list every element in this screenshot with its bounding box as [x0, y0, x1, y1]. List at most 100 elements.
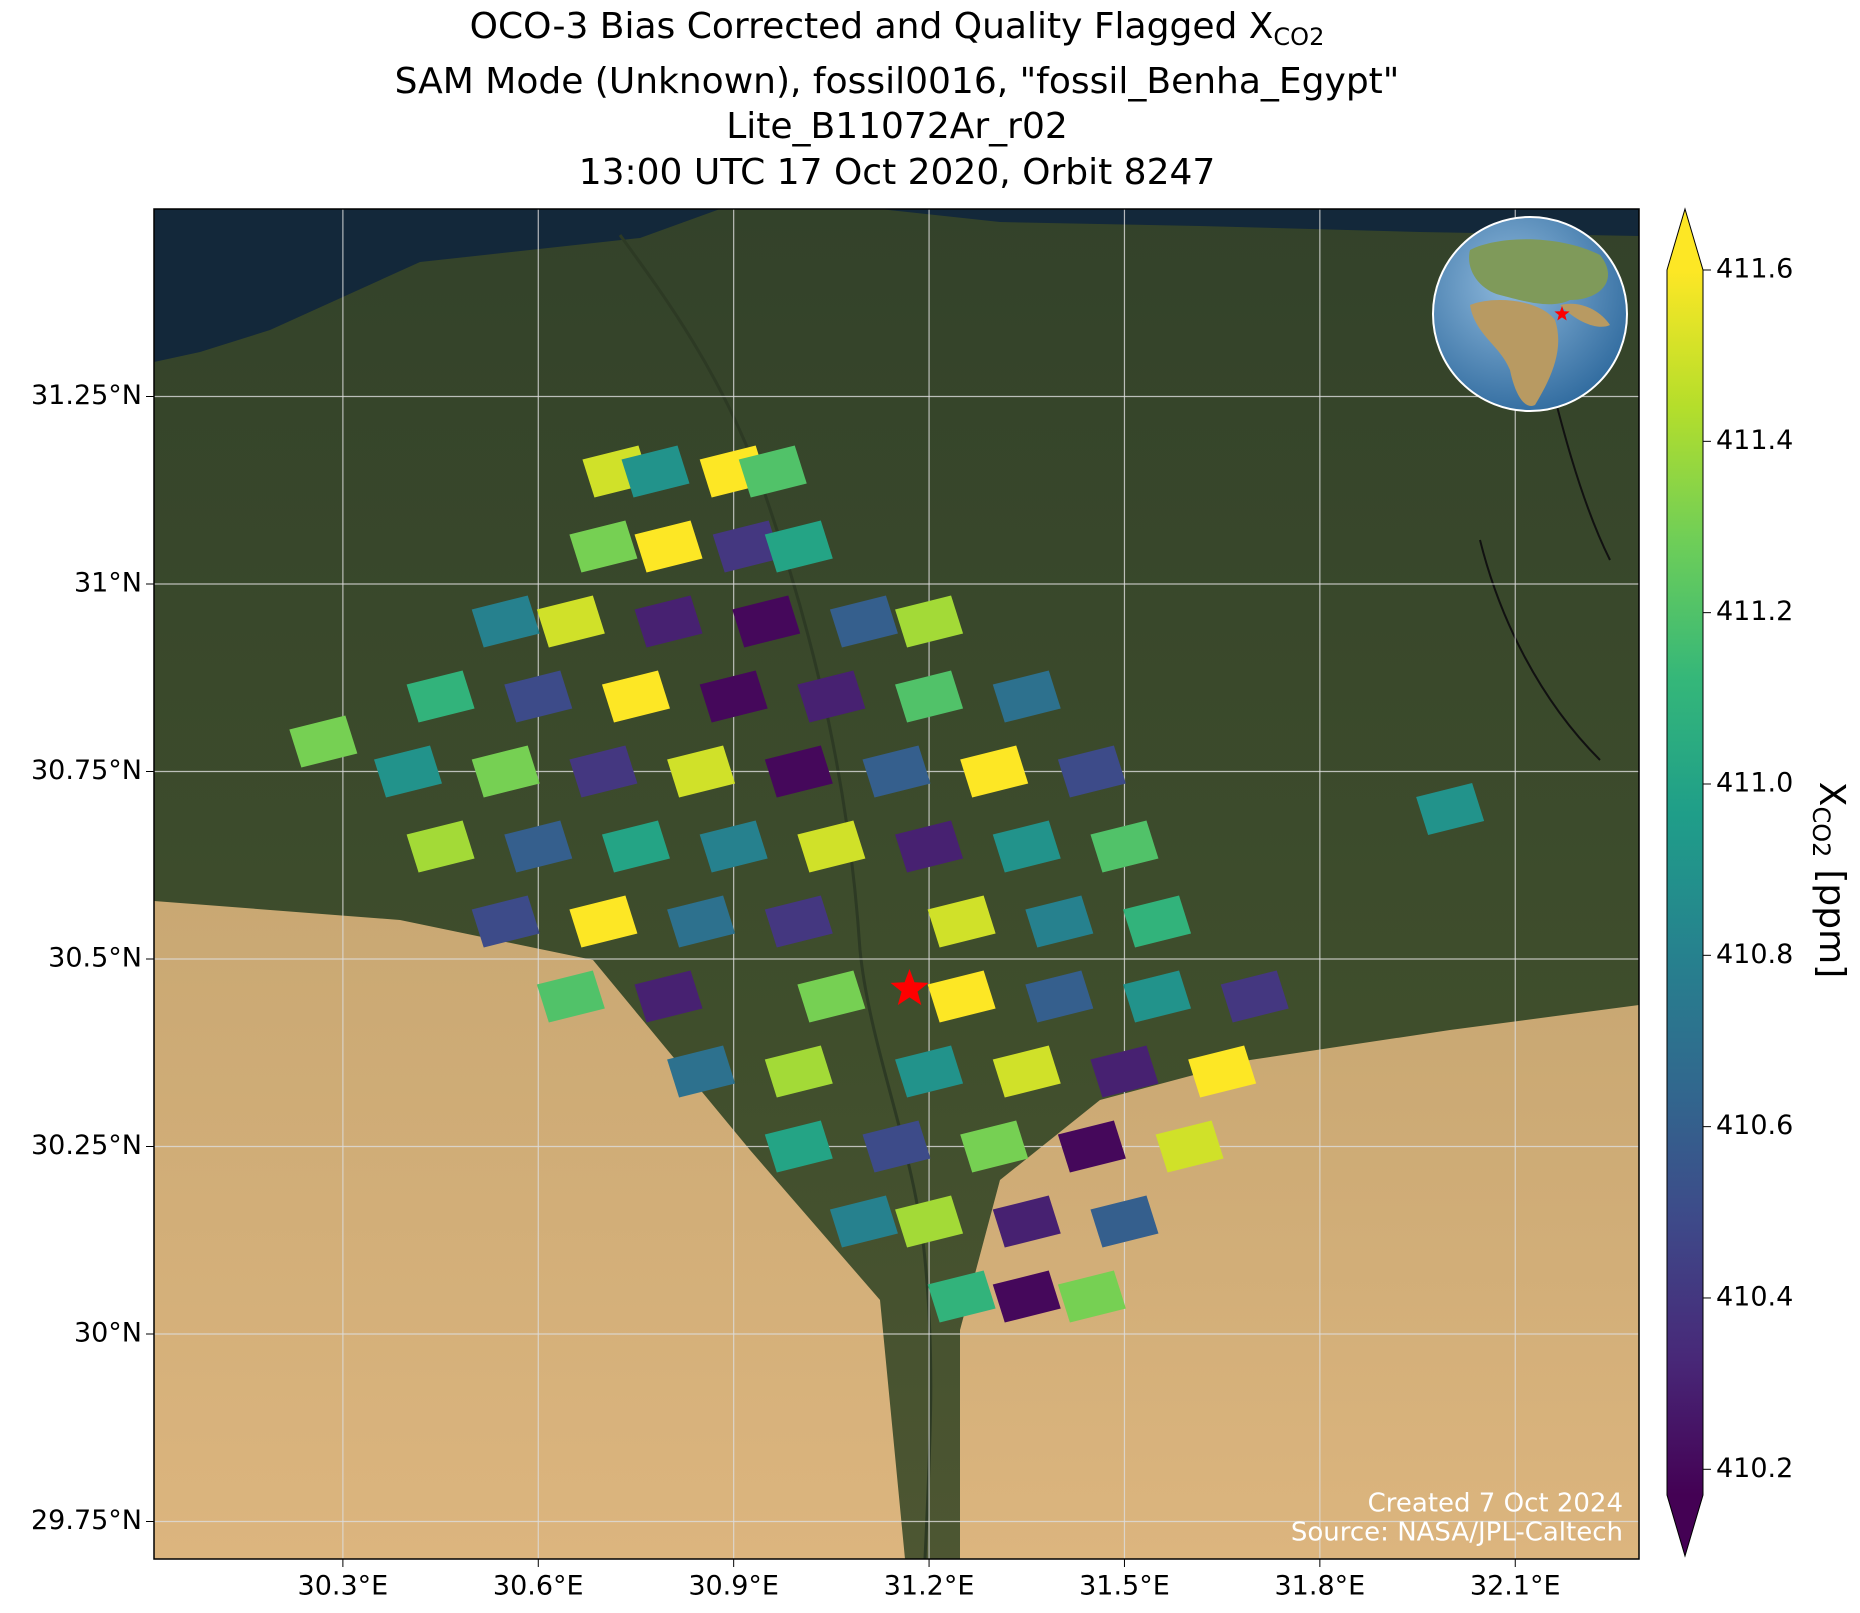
footprint: [829, 1195, 898, 1248]
x-tick-label: 32.1°E: [1470, 1571, 1561, 1602]
colorbar-tick-label: 410.4: [1716, 1281, 1793, 1312]
footprint: [797, 670, 866, 723]
footprint: [895, 1045, 964, 1098]
footprint: [927, 895, 996, 948]
footprint: [1220, 970, 1289, 1023]
footprint: [1123, 970, 1192, 1023]
footprint: [634, 595, 703, 648]
footprint: [764, 1120, 833, 1173]
footprint: [895, 670, 964, 723]
footprint: [764, 520, 833, 573]
footprint: [895, 595, 964, 648]
footprint: [1025, 895, 1094, 948]
colorbar-tick-label: 410.6: [1716, 1110, 1793, 1141]
footprints: [289, 445, 1485, 1323]
subtitle: 13:00 UTC 17 Oct 2020, Orbit 8247: [579, 152, 1216, 193]
footprint: [797, 970, 866, 1023]
footprint: [406, 670, 475, 723]
colorbar-tick-label: 411.0: [1716, 767, 1793, 798]
globe-inset: [1432, 216, 1628, 412]
x-tick-label: 30.3°E: [298, 1571, 389, 1602]
desert: [960, 1005, 1639, 1559]
credit: Source: NASA/JPL-Caltech: [1291, 1518, 1623, 1548]
colorbar-tick-label: 411.2: [1716, 596, 1793, 627]
footprint: [1416, 783, 1485, 835]
colorbar-extend-min: [1667, 1495, 1703, 1556]
x-tick-label: 31.5°E: [1079, 1571, 1170, 1602]
footprint: [960, 745, 1029, 798]
footprint: [764, 1045, 833, 1098]
footprint: [992, 670, 1061, 723]
footprint: [699, 670, 768, 723]
footprint: [862, 1120, 931, 1173]
globe-target: [1554, 306, 1570, 321]
footprint: [471, 595, 540, 648]
desert: [154, 901, 905, 1559]
footprint: [289, 715, 358, 768]
footprint: [992, 1195, 1061, 1248]
footprint: [569, 745, 638, 798]
colorbar-frame: [1666, 207, 1704, 1558]
footprint: [1090, 1045, 1159, 1098]
subtitle: SAM Mode (Unknown), fossil0016, "fossil_…: [395, 61, 1400, 102]
target-star: [890, 969, 929, 1006]
footprint: [601, 670, 670, 723]
footprint: [406, 820, 475, 873]
footprint: [960, 1120, 1029, 1173]
footprint: [797, 820, 866, 873]
footprint: [634, 520, 703, 573]
footprint: [862, 745, 931, 798]
footprint: [699, 820, 768, 873]
footprint: [1057, 1270, 1126, 1323]
footprint: [667, 745, 736, 798]
footprint: [738, 445, 807, 498]
footprint: [471, 895, 540, 948]
footprint: [1090, 1195, 1159, 1248]
footprint: [992, 820, 1061, 873]
footprint: [927, 970, 996, 1023]
footprint: [732, 595, 801, 648]
colorbar: [1667, 270, 1703, 1495]
footprint: [471, 745, 540, 798]
footprint: [927, 1270, 996, 1323]
river: [618, 234, 933, 1559]
footprint: [1057, 1120, 1126, 1173]
footprint: [601, 820, 670, 873]
x-tick-label: 31.2°E: [884, 1571, 975, 1602]
footprint: [712, 520, 781, 573]
title-subscript: CO2: [1273, 23, 1324, 51]
x-tick-label: 30.6°E: [493, 1571, 584, 1602]
y-tick-label: 30.75°N: [31, 755, 142, 786]
footprint: [1090, 820, 1159, 873]
y-tick-label: 30.5°N: [48, 943, 142, 974]
colorbar-label: XCO2 [ppm]: [1807, 782, 1852, 978]
footprint: [504, 820, 573, 873]
x-tick-label: 30.9°E: [688, 1571, 779, 1602]
colorbar-ticks: 410.2 410.4 410.6 410.8 411.0 411.2 411.4 411.6: [1703, 254, 1793, 1484]
y-tick-label: 30°N: [74, 1318, 142, 1349]
sea: [154, 209, 720, 362]
footprint: [504, 670, 573, 723]
title-text: OCO-3 Bias Corrected and Quality Flagged…: [470, 6, 1274, 47]
map-frame: [153, 208, 1640, 1560]
globe-land: [1469, 239, 1609, 305]
x-tick-label: 31.8°E: [1275, 1571, 1366, 1602]
y-tick-label: 31.25°N: [31, 380, 142, 411]
colorbar-extend-max: [1667, 209, 1703, 270]
y-tick-label: 30.25°N: [31, 1130, 142, 1161]
title: OCO-3 Bias Corrected and Quality Flagged…: [470, 6, 1325, 51]
footprint: [536, 595, 605, 648]
colorbar-label-text: X: [1811, 782, 1852, 807]
footprint: [992, 1045, 1061, 1098]
footprint: [1155, 1120, 1224, 1173]
y-tick-label: 31°N: [74, 568, 142, 599]
map: Created 7 Oct 2024 Source: NASA/JPL-Calt…: [154, 209, 1639, 1559]
subtitle: Lite_B11072Ar_r02: [726, 106, 1068, 147]
footprint: [764, 745, 833, 798]
colorbar-tick-label: 410.8: [1716, 939, 1793, 970]
footprint: [536, 970, 605, 1023]
footprint: [1123, 895, 1192, 948]
colorbar-tick-label: 410.2: [1716, 1453, 1793, 1484]
footprint: [1025, 970, 1094, 1023]
